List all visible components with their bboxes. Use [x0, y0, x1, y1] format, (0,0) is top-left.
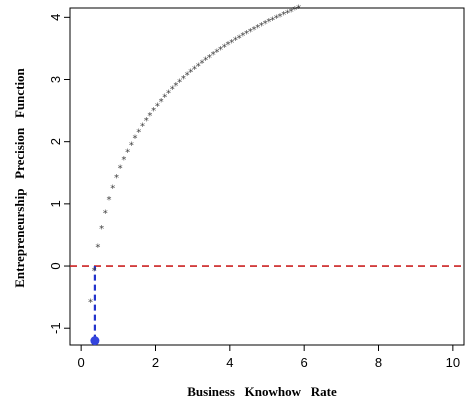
data-point: * [103, 208, 108, 219]
x-tick-label: 8 [375, 355, 382, 370]
data-points: ****************************************… [88, 4, 301, 346]
y-axis-title: Entrepreneurship Precision Function [12, 67, 27, 287]
data-point: * [292, 5, 297, 16]
x-tick-label: 10 [446, 355, 460, 370]
x-tick-label: 4 [226, 355, 233, 370]
data-point: * [136, 127, 141, 138]
y-tick-label: 4 [48, 14, 63, 21]
data-point: * [266, 17, 271, 28]
data-point: * [107, 195, 112, 206]
data-point: * [173, 81, 178, 92]
data-point: * [129, 140, 134, 151]
data-point: * [229, 38, 234, 49]
data-point: * [218, 45, 223, 56]
data-point: * [270, 15, 275, 26]
data-point: * [110, 183, 115, 194]
data-point: * [274, 14, 279, 25]
y-tick-label: 3 [48, 76, 63, 83]
data-point: * [118, 164, 123, 175]
data-point: * [88, 298, 93, 309]
data-point: * [166, 89, 171, 100]
data-point: * [240, 31, 245, 42]
data-point: * [170, 85, 175, 96]
data-point: * [162, 93, 167, 104]
data-point: * [92, 266, 97, 277]
x-axis-title: Business Knowhow Rate [187, 384, 337, 399]
data-point: * [263, 19, 268, 30]
data-point: * [211, 50, 216, 61]
data-point: * [95, 243, 100, 254]
plot-frame [69, 7, 465, 346]
data-point: * [289, 7, 294, 18]
data-point: * [159, 97, 164, 108]
y-tick-label: 1 [48, 200, 63, 207]
data-point: * [114, 173, 119, 184]
x-tick-label: 0 [78, 355, 85, 370]
data-point: * [222, 43, 227, 54]
data-point: * [285, 8, 290, 19]
data-point: * [188, 67, 193, 78]
y-tick-label: -1 [48, 322, 63, 334]
data-point: * [192, 64, 197, 75]
data-point: * [296, 4, 301, 15]
data-point: * [196, 61, 201, 72]
data-point: * [125, 147, 130, 158]
y-tick-label: 0 [48, 262, 63, 269]
reference-lines [70, 265, 464, 341]
data-point: * [214, 48, 219, 59]
x-tick-label: 6 [301, 355, 308, 370]
data-point: * [237, 33, 242, 44]
data-point: * [121, 155, 126, 166]
data-point: * [99, 224, 104, 235]
data-point: * [151, 106, 156, 117]
data-point: * [248, 27, 253, 38]
data-point: * [177, 77, 182, 88]
y-axis: -1 0 1 2 3 4 [48, 14, 70, 334]
data-point: * [147, 111, 152, 122]
data-point: * [259, 21, 264, 32]
data-point: * [278, 12, 283, 23]
data-point: * [203, 56, 208, 67]
data-point: * [133, 134, 138, 145]
data-point: * [244, 29, 249, 40]
data-point: * [225, 40, 230, 51]
data-point: * [199, 58, 204, 69]
data-point: * [181, 74, 186, 85]
data-point: * [155, 101, 160, 112]
data-point: * [255, 23, 260, 34]
data-point: * [251, 25, 256, 36]
data-point: * [185, 71, 190, 82]
x-tick-label: 2 [152, 355, 159, 370]
data-point: * [281, 10, 286, 21]
data-point: * [207, 53, 212, 64]
highlight-point [90, 336, 100, 346]
y-tick-label: 2 [48, 138, 63, 145]
data-point: * [233, 36, 238, 47]
data-point: * [144, 116, 149, 127]
data-point: * [140, 122, 145, 133]
x-axis: 0 2 4 6 8 10 [78, 345, 460, 370]
